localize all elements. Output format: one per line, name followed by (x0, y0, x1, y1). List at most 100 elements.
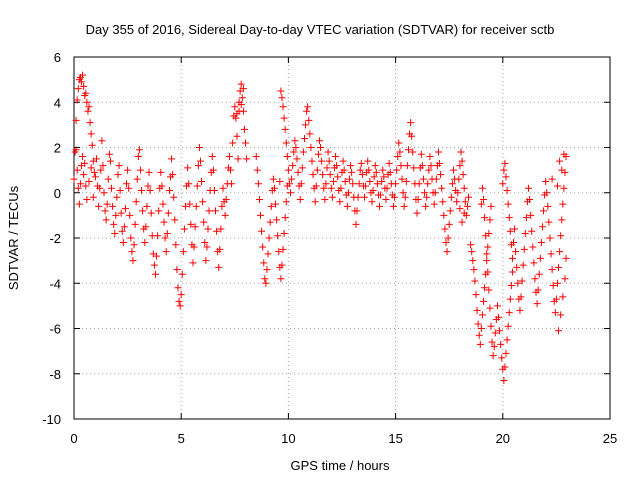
data-point (424, 180, 432, 188)
data-point (418, 162, 426, 170)
data-point (306, 130, 314, 138)
data-point (398, 175, 406, 183)
data-point (376, 202, 384, 210)
data-point (437, 171, 445, 179)
data-point (285, 180, 293, 188)
data-point (397, 162, 405, 170)
data-point (99, 162, 107, 170)
data-point (487, 322, 495, 330)
data-point (370, 173, 378, 181)
data-point (232, 114, 240, 122)
data-point (233, 110, 241, 118)
data-point (561, 275, 569, 283)
data-point (272, 200, 280, 208)
data-point (144, 182, 152, 190)
data-point (186, 200, 194, 208)
data-point (361, 193, 369, 201)
data-point (318, 157, 326, 165)
data-point (377, 191, 385, 199)
data-point (170, 193, 178, 201)
data-point (504, 322, 512, 330)
data-point (513, 263, 521, 271)
data-point (545, 218, 553, 226)
data-point (184, 164, 192, 172)
data-point (74, 85, 82, 93)
x-axis-label: GPS time / hours (291, 458, 390, 473)
data-point (280, 229, 288, 237)
data-point (129, 257, 137, 265)
data-point (145, 168, 153, 176)
data-point (483, 257, 491, 265)
data-point (308, 157, 316, 165)
data-point (505, 309, 513, 317)
data-point (277, 87, 285, 95)
data-point (468, 248, 476, 256)
data-point (410, 164, 418, 172)
data-point (399, 189, 407, 197)
data-point (521, 229, 529, 237)
data-point (79, 71, 87, 79)
data-point (227, 166, 235, 174)
data-point (333, 162, 341, 170)
data-point (178, 270, 186, 278)
data-point (281, 214, 289, 222)
data-point (97, 166, 105, 174)
data-point (234, 155, 242, 163)
data-point (87, 130, 95, 138)
data-point (455, 175, 463, 183)
data-point (559, 293, 567, 301)
data-point (560, 150, 568, 158)
data-point (143, 202, 151, 210)
data-point (347, 162, 355, 170)
data-point (275, 248, 283, 256)
data-point (551, 309, 559, 317)
y-tick-label: 4 (54, 95, 61, 110)
data-point (72, 146, 80, 154)
data-point (501, 159, 509, 167)
data-point (225, 153, 233, 161)
data-point (482, 232, 490, 240)
data-point (501, 363, 509, 371)
data-point (477, 325, 485, 332)
x-tick-label: 15 (388, 431, 402, 446)
data-point (326, 171, 334, 179)
data-point (193, 182, 201, 190)
data-point (477, 200, 485, 208)
data-point (177, 291, 185, 299)
data-point (265, 234, 273, 242)
data-point (508, 268, 516, 276)
data-point (505, 214, 513, 222)
data-point (238, 94, 246, 102)
data-point (332, 153, 340, 161)
y-tick-label: -10 (42, 412, 61, 427)
data-point (389, 202, 397, 210)
data-point (297, 180, 305, 188)
data-point (266, 218, 274, 226)
data-point (93, 155, 101, 163)
data-point (300, 134, 308, 142)
data-point (442, 239, 450, 247)
data-point (495, 313, 503, 321)
data-point (281, 125, 289, 133)
data-point (460, 209, 468, 217)
data-point (289, 162, 297, 170)
data-point (202, 257, 210, 265)
data-point (261, 275, 269, 283)
data-marks (70, 71, 570, 385)
data-point (163, 229, 171, 237)
data-point (240, 125, 248, 133)
data-point (337, 184, 345, 192)
data-point (543, 189, 551, 197)
data-point (85, 103, 93, 111)
data-point (267, 202, 275, 210)
x-tick-label: 10 (281, 431, 295, 446)
data-point (299, 148, 307, 156)
data-point (475, 331, 483, 339)
data-point (84, 107, 92, 115)
data-point (78, 78, 86, 86)
data-point (336, 198, 344, 206)
data-point (449, 166, 457, 174)
data-point (382, 196, 390, 204)
data-point (208, 153, 216, 161)
data-point (366, 177, 374, 185)
